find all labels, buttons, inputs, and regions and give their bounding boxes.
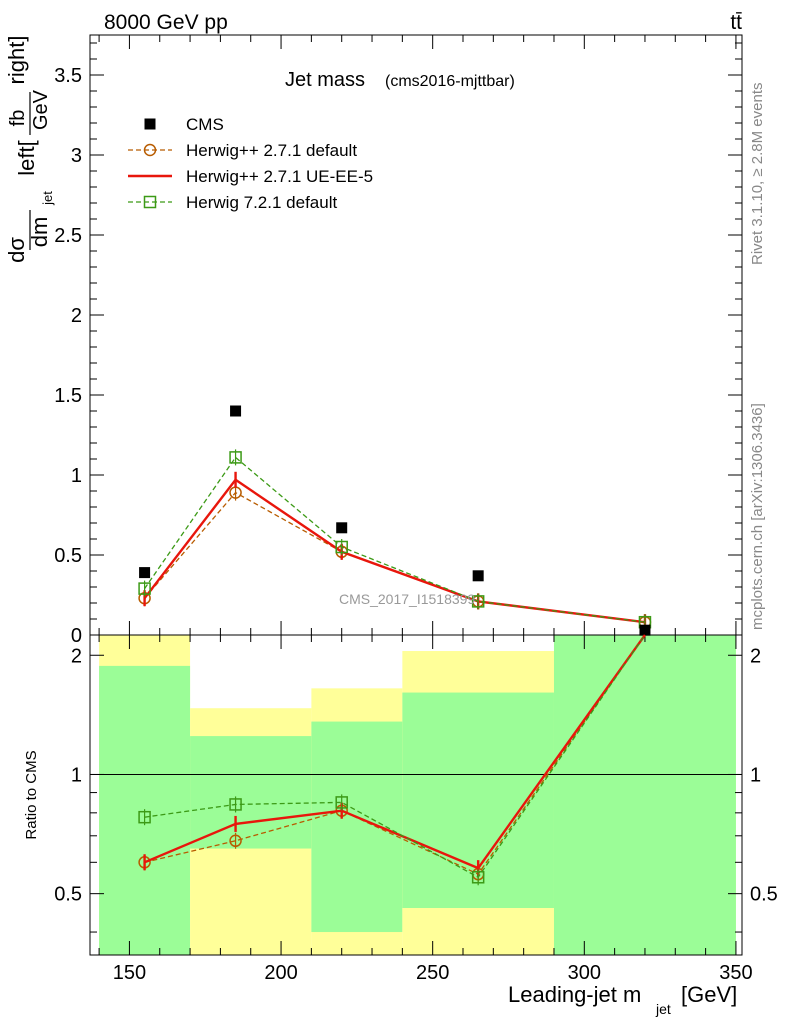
main-series-0-point: [230, 405, 242, 417]
main-ytick-label: 1.5: [54, 385, 82, 407]
main-series-3-point: [138, 582, 151, 595]
legend: CMS Herwig++ 2.7.1 default Herwig++ 2.7.1 …: [128, 115, 373, 212]
legend-entry-1: Herwig++ 2.7.1 default: [186, 141, 357, 160]
main-series-0-point: [639, 624, 651, 636]
xlabel-unit: [GeV]: [681, 982, 737, 1007]
legend-swatch-marker-1: [143, 143, 157, 157]
xtick-label: 250: [416, 962, 449, 984]
main-series-3-point: [335, 540, 348, 554]
xtick-label: 200: [264, 962, 297, 984]
uncertainty-band-green-4: [553, 635, 736, 955]
ylabel-frac-den: GeV: [30, 89, 52, 130]
header-right: tt̄: [730, 11, 742, 34]
ratio-ytick-label-right: 1: [750, 764, 761, 786]
watermark-label: CMS_2017_I1518399: [339, 591, 475, 607]
xlabel-main: Leading-jet m: [508, 982, 641, 1007]
ratio-series-2-point: [471, 871, 485, 884]
main-series-0-point: [139, 567, 151, 579]
xtick-label: 350: [719, 962, 752, 984]
main-ytick-label: 0.5: [54, 545, 82, 567]
ratio-series-2-point: [138, 810, 151, 824]
legend-entry-0: CMS: [186, 115, 224, 134]
uncertainty-band-green-2: [311, 721, 403, 933]
ratio-series-2-line: [144, 634, 646, 879]
xtick-label: 300: [568, 962, 601, 984]
chart-subtitle: (cms2016-mjttbar): [385, 73, 515, 90]
ratio-ytick-label-right: 0.5: [750, 884, 778, 906]
main-series-0-point: [472, 570, 484, 582]
ratio-ytick-label: 1: [71, 764, 82, 786]
ylabel-frac-num: fb: [7, 110, 29, 127]
main-ytick-label: 3.5: [54, 65, 82, 87]
ratio-ytick-label: 2: [71, 645, 82, 667]
main-panel: 0 0.5 1 1.5 2 2.5 3 3.5: [54, 34, 743, 647]
ylabel-den-sub: jet: [40, 191, 55, 206]
ylabel-num: dσ: [4, 237, 29, 263]
ylabel-left: left[: [14, 140, 39, 175]
main-ytick-label: 0: [71, 625, 82, 647]
xlabel-sub: jet: [655, 1001, 671, 1017]
ratio-ytick-label: 0.5: [54, 884, 82, 906]
legend-entry-2: Herwig++ 2.7.1 UE-EE-5: [186, 167, 373, 186]
ylabel-den: dm: [27, 217, 52, 248]
ratio-ytick-label-right: 2: [750, 645, 761, 667]
ratio-bands: [99, 635, 736, 955]
ratio-y-axis-label: Ratio to CMS: [23, 750, 40, 839]
main-ytick-label: 2: [71, 305, 82, 327]
chart-title: Jet mass: [285, 69, 365, 91]
ratio-series-0-point: [229, 834, 242, 848]
main-y-axis-label: dσ dm jet left[ fb GeV right]: [4, 36, 55, 263]
mcplots-label: mcplots.cern.ch [arXiv:1306.3436]: [749, 403, 766, 630]
main-series-3-point: [229, 451, 242, 464]
ratio-series-2-point: [229, 798, 242, 811]
ylabel-right: right]: [4, 36, 29, 85]
rivet-version-label: Rivet 3.1.10, ≥ 2.8M events: [749, 83, 766, 266]
main-ytick-label: 1: [71, 465, 82, 487]
ratio-frame: [89, 634, 743, 956]
xtick-label: 150: [113, 962, 146, 984]
legend-swatch-marker-0: [144, 118, 156, 130]
main-ytick-label: 2.5: [54, 225, 82, 247]
main-series-0-point: [336, 522, 348, 534]
uncertainty-band-green-1: [190, 736, 312, 849]
main-series-3-point: [471, 595, 485, 608]
main-ytick-label: 3: [71, 145, 82, 167]
legend-entry-3: Herwig 7.2.1 default: [186, 193, 337, 212]
header-left: 8000 GeV pp: [104, 11, 228, 34]
legend-swatch-marker-3: [143, 195, 157, 209]
x-axis-label: Leading-jet m jet [GeV]: [508, 982, 737, 1017]
ratio-panel: 0.5 0.5 1 1 2 2 150 200 250 300 350: [54, 634, 778, 984]
ratio-series-2-point: [335, 796, 348, 809]
